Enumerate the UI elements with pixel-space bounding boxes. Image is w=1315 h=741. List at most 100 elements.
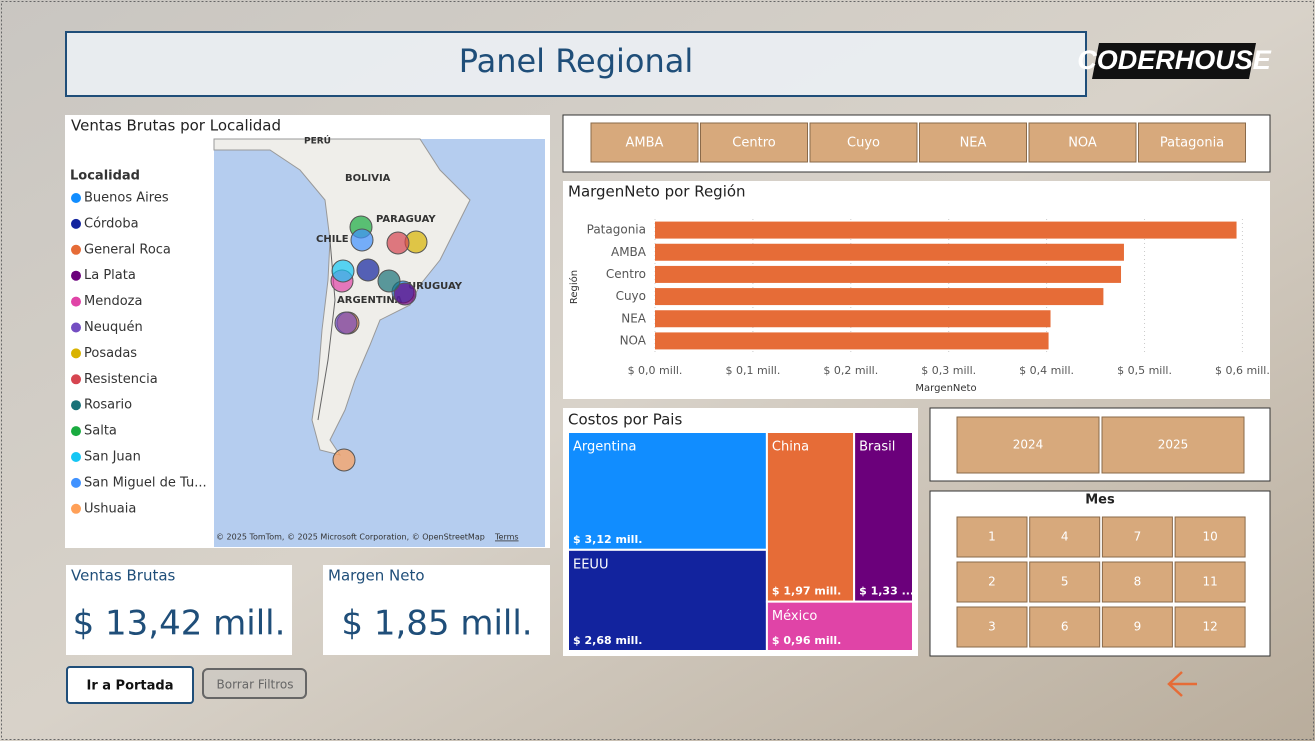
region-button[interactable]	[700, 122, 808, 163]
tile-value: $ 3,12 mill.	[573, 533, 642, 546]
map-bubble	[332, 448, 356, 472]
month-label[interactable]: 3	[988, 620, 996, 634]
x-tick-label: $ 0,5 mill.	[1117, 364, 1172, 377]
month-label[interactable]: 11	[1202, 575, 1217, 589]
month-label[interactable]: 10	[1202, 530, 1217, 544]
tile-label: Brasil	[859, 440, 895, 455]
year-button[interactable]	[956, 416, 1100, 474]
portada-button[interactable]	[66, 666, 194, 704]
month-label[interactable]: 4	[1061, 530, 1069, 544]
legend-label: San Miguel de Tu...	[84, 475, 207, 490]
month-slicer-title: Mes	[1085, 493, 1115, 508]
legend-label: San Juan	[84, 450, 141, 465]
map-terms[interactable]: Terms	[494, 533, 519, 542]
legend-label: Neuquén	[84, 320, 143, 335]
legend-label: Rosario	[84, 398, 132, 413]
legend-dot	[71, 400, 81, 411]
region-button[interactable]	[1138, 122, 1246, 163]
month-button[interactable]	[1174, 561, 1246, 603]
month-label[interactable]: 7	[1134, 530, 1142, 544]
bar	[655, 332, 1049, 350]
x-tick-label: $ 0,0 mill.	[628, 364, 683, 377]
year-label[interactable]: 2025	[1158, 438, 1189, 452]
month-label[interactable]: 1	[988, 530, 996, 544]
map-bubble	[356, 258, 380, 282]
map-attribution: © 2025 TomTom, © 2025 Microsoft Corporat…	[216, 533, 485, 542]
legend-label: Buenos Aires	[84, 191, 169, 206]
header-title: Panel Regional	[459, 42, 694, 80]
region-button[interactable]	[1028, 122, 1137, 163]
month-label[interactable]: 2	[988, 575, 996, 589]
month-button[interactable]	[1101, 561, 1173, 603]
month-button[interactable]	[956, 561, 1028, 603]
button-label[interactable]: Ir a Portada	[86, 679, 173, 694]
x-axis-label: MargenNeto	[915, 383, 976, 394]
legend-dot	[71, 322, 81, 333]
kpi-value: $ 1,85 mill.	[341, 604, 532, 644]
legend-dot	[71, 193, 81, 203]
legend-dot	[71, 452, 81, 462]
map-place: BOLIVIA	[345, 173, 391, 184]
tile-value: $ 1,97 mill.	[772, 585, 841, 598]
month-button[interactable]	[1029, 561, 1101, 603]
treemap-tile	[765, 600, 914, 652]
month-button[interactable]	[956, 516, 1028, 558]
y-tick-label: Patagonia	[587, 223, 646, 237]
month-label[interactable]: 5	[1061, 575, 1069, 589]
region-button[interactable]	[809, 122, 918, 163]
month-label[interactable]: 12	[1202, 620, 1217, 634]
region-label[interactable]: AMBA	[626, 136, 664, 151]
tile-value: $ 1,33 ...	[859, 585, 914, 598]
month-button[interactable]	[1029, 606, 1101, 648]
legend-dot	[71, 244, 81, 255]
legend-title: Localidad	[70, 169, 140, 184]
region-label[interactable]: Centro	[732, 136, 775, 151]
month-label[interactable]: 6	[1061, 620, 1069, 634]
legend-dot	[71, 270, 81, 281]
year-button[interactable]	[1101, 416, 1245, 474]
tile-label: EEUU	[573, 557, 608, 572]
logo: CODERHOUSE	[1077, 45, 1272, 75]
month-label[interactable]: 9	[1134, 620, 1142, 634]
legend-dot	[71, 348, 81, 359]
region-label[interactable]: NEA	[960, 136, 987, 151]
tile-label: México	[772, 609, 817, 624]
legend-dot	[71, 503, 81, 514]
map-bubble	[386, 231, 410, 255]
region-button[interactable]	[919, 122, 1027, 163]
region-label[interactable]: NOA	[1068, 136, 1097, 151]
map-place: PERÚ	[304, 135, 331, 147]
region-label[interactable]: Cuyo	[847, 136, 880, 151]
clear-filters-button[interactable]	[202, 668, 307, 699]
x-tick-label: $ 0,6 mill.	[1215, 364, 1270, 377]
region-button[interactable]	[590, 122, 699, 163]
month-button[interactable]	[956, 606, 1028, 648]
map-place: ARGENTINA	[337, 295, 403, 306]
map-bubble	[334, 311, 358, 335]
bar	[655, 221, 1237, 239]
legend-label: Resistencia	[84, 372, 158, 387]
month-button[interactable]	[1101, 516, 1173, 558]
header-box	[65, 31, 1087, 97]
y-tick-label: AMBA	[611, 245, 647, 259]
month-button[interactable]	[1029, 516, 1101, 558]
month-label[interactable]: 8	[1134, 575, 1142, 589]
region-label[interactable]: Patagonia	[1160, 136, 1224, 151]
month-button[interactable]	[1174, 606, 1246, 648]
kpi-title: Margen Neto	[328, 567, 425, 585]
month-button[interactable]	[1174, 516, 1246, 558]
month-button[interactable]	[1101, 606, 1173, 648]
tile-value: $ 2,68 mill.	[573, 634, 642, 647]
button-label[interactable]: Borrar Filtros	[217, 678, 294, 692]
year-label[interactable]: 2024	[1013, 438, 1044, 452]
x-tick-label: $ 0,1 mill.	[725, 364, 780, 377]
chart-title: MargenNeto por Región	[568, 183, 746, 201]
legend-label: La Plata	[84, 268, 136, 283]
map-place: CHILE	[316, 234, 349, 245]
legend-dot	[71, 218, 81, 229]
back-arrow[interactable]	[1167, 671, 1197, 697]
tile-label: Argentina	[573, 440, 636, 455]
legend-label: Córdoba	[84, 216, 139, 231]
y-tick-label: NOA	[620, 333, 647, 347]
